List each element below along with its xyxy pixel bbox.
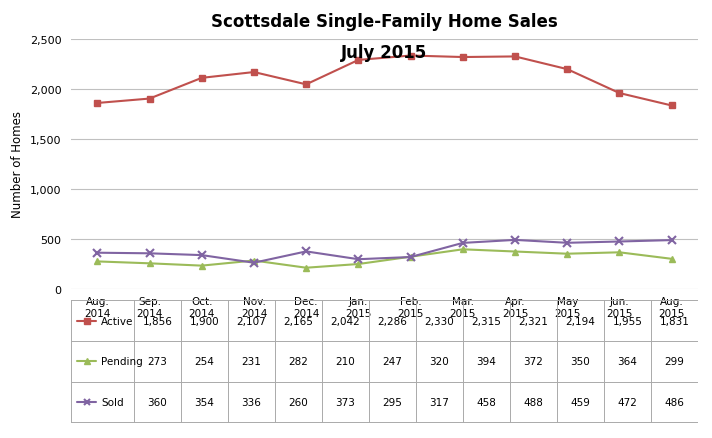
- Text: 336: 336: [241, 397, 261, 407]
- Sold: [667, 238, 676, 243]
- Text: 2,042: 2,042: [330, 316, 360, 326]
- Text: 1,831: 1,831: [659, 316, 689, 326]
- Text: 317: 317: [429, 397, 449, 407]
- Pending: [302, 265, 310, 271]
- Active: [250, 70, 258, 75]
- Line: Active: Active: [95, 53, 674, 109]
- Active: [302, 82, 310, 88]
- Text: 231: 231: [241, 357, 261, 366]
- Sold: [563, 240, 572, 246]
- Text: 320: 320: [429, 357, 449, 366]
- Text: Sold: Sold: [101, 397, 124, 407]
- Pending: [667, 257, 676, 262]
- Text: 273: 273: [147, 357, 167, 366]
- Sold: [511, 238, 519, 243]
- Text: 360: 360: [147, 397, 167, 407]
- Sold: [459, 241, 467, 246]
- Text: 2,315: 2,315: [471, 316, 501, 326]
- Active: [667, 104, 676, 109]
- Text: 373: 373: [335, 397, 355, 407]
- Active: [145, 97, 154, 102]
- Text: 2,107: 2,107: [236, 316, 266, 326]
- Active: [93, 101, 102, 106]
- Text: 458: 458: [476, 397, 496, 407]
- Active: [511, 55, 519, 60]
- Text: 299: 299: [664, 357, 684, 366]
- Active: [615, 91, 624, 96]
- Pending: [250, 258, 258, 264]
- Line: Pending: Pending: [94, 246, 675, 272]
- Text: 488: 488: [523, 397, 543, 407]
- Text: 486: 486: [664, 397, 684, 407]
- Sold: [354, 257, 362, 262]
- Text: 282: 282: [288, 357, 308, 366]
- Text: Pending: Pending: [101, 357, 143, 366]
- Text: July 2015: July 2015: [341, 44, 428, 62]
- Text: 2,286: 2,286: [377, 316, 407, 326]
- Text: 354: 354: [194, 397, 214, 407]
- Sold: [93, 251, 102, 256]
- Text: 2,165: 2,165: [283, 316, 313, 326]
- Text: 260: 260: [288, 397, 308, 407]
- Sold: [615, 239, 624, 244]
- Pending: [354, 262, 362, 267]
- Active: [197, 76, 206, 81]
- Text: 210: 210: [335, 357, 355, 366]
- Sold: [250, 261, 258, 266]
- Y-axis label: Number of Homes: Number of Homes: [11, 111, 24, 218]
- Text: Active: Active: [101, 316, 134, 326]
- Text: 1,955: 1,955: [612, 316, 642, 326]
- Pending: [93, 259, 102, 265]
- Active: [459, 55, 467, 60]
- Text: 2,321: 2,321: [518, 316, 548, 326]
- Active: [407, 54, 415, 59]
- Text: 247: 247: [382, 357, 402, 366]
- Sold: [302, 249, 310, 254]
- Text: 459: 459: [570, 397, 590, 407]
- Text: 2,330: 2,330: [424, 316, 454, 326]
- Line: Sold: Sold: [93, 236, 676, 267]
- Active: [563, 67, 572, 73]
- Text: 1,856: 1,856: [142, 316, 172, 326]
- Text: 1,900: 1,900: [189, 316, 219, 326]
- Text: 2,194: 2,194: [565, 316, 595, 326]
- Text: 295: 295: [382, 397, 402, 407]
- Active: [354, 58, 362, 64]
- Pending: [563, 251, 572, 257]
- Text: Scottsdale Single-Family Home Sales: Scottsdale Single-Family Home Sales: [211, 13, 558, 31]
- Sold: [197, 253, 206, 258]
- Text: 372: 372: [523, 357, 543, 366]
- Pending: [145, 261, 154, 266]
- Text: 254: 254: [194, 357, 214, 366]
- Sold: [407, 255, 415, 260]
- Pending: [459, 247, 467, 252]
- Text: 472: 472: [617, 397, 637, 407]
- Text: 394: 394: [476, 357, 496, 366]
- Pending: [407, 254, 415, 260]
- Text: 364: 364: [617, 357, 637, 366]
- Text: 350: 350: [570, 357, 590, 366]
- Pending: [511, 249, 519, 254]
- Sold: [145, 251, 154, 256]
- Pending: [615, 250, 624, 255]
- Pending: [197, 263, 206, 268]
